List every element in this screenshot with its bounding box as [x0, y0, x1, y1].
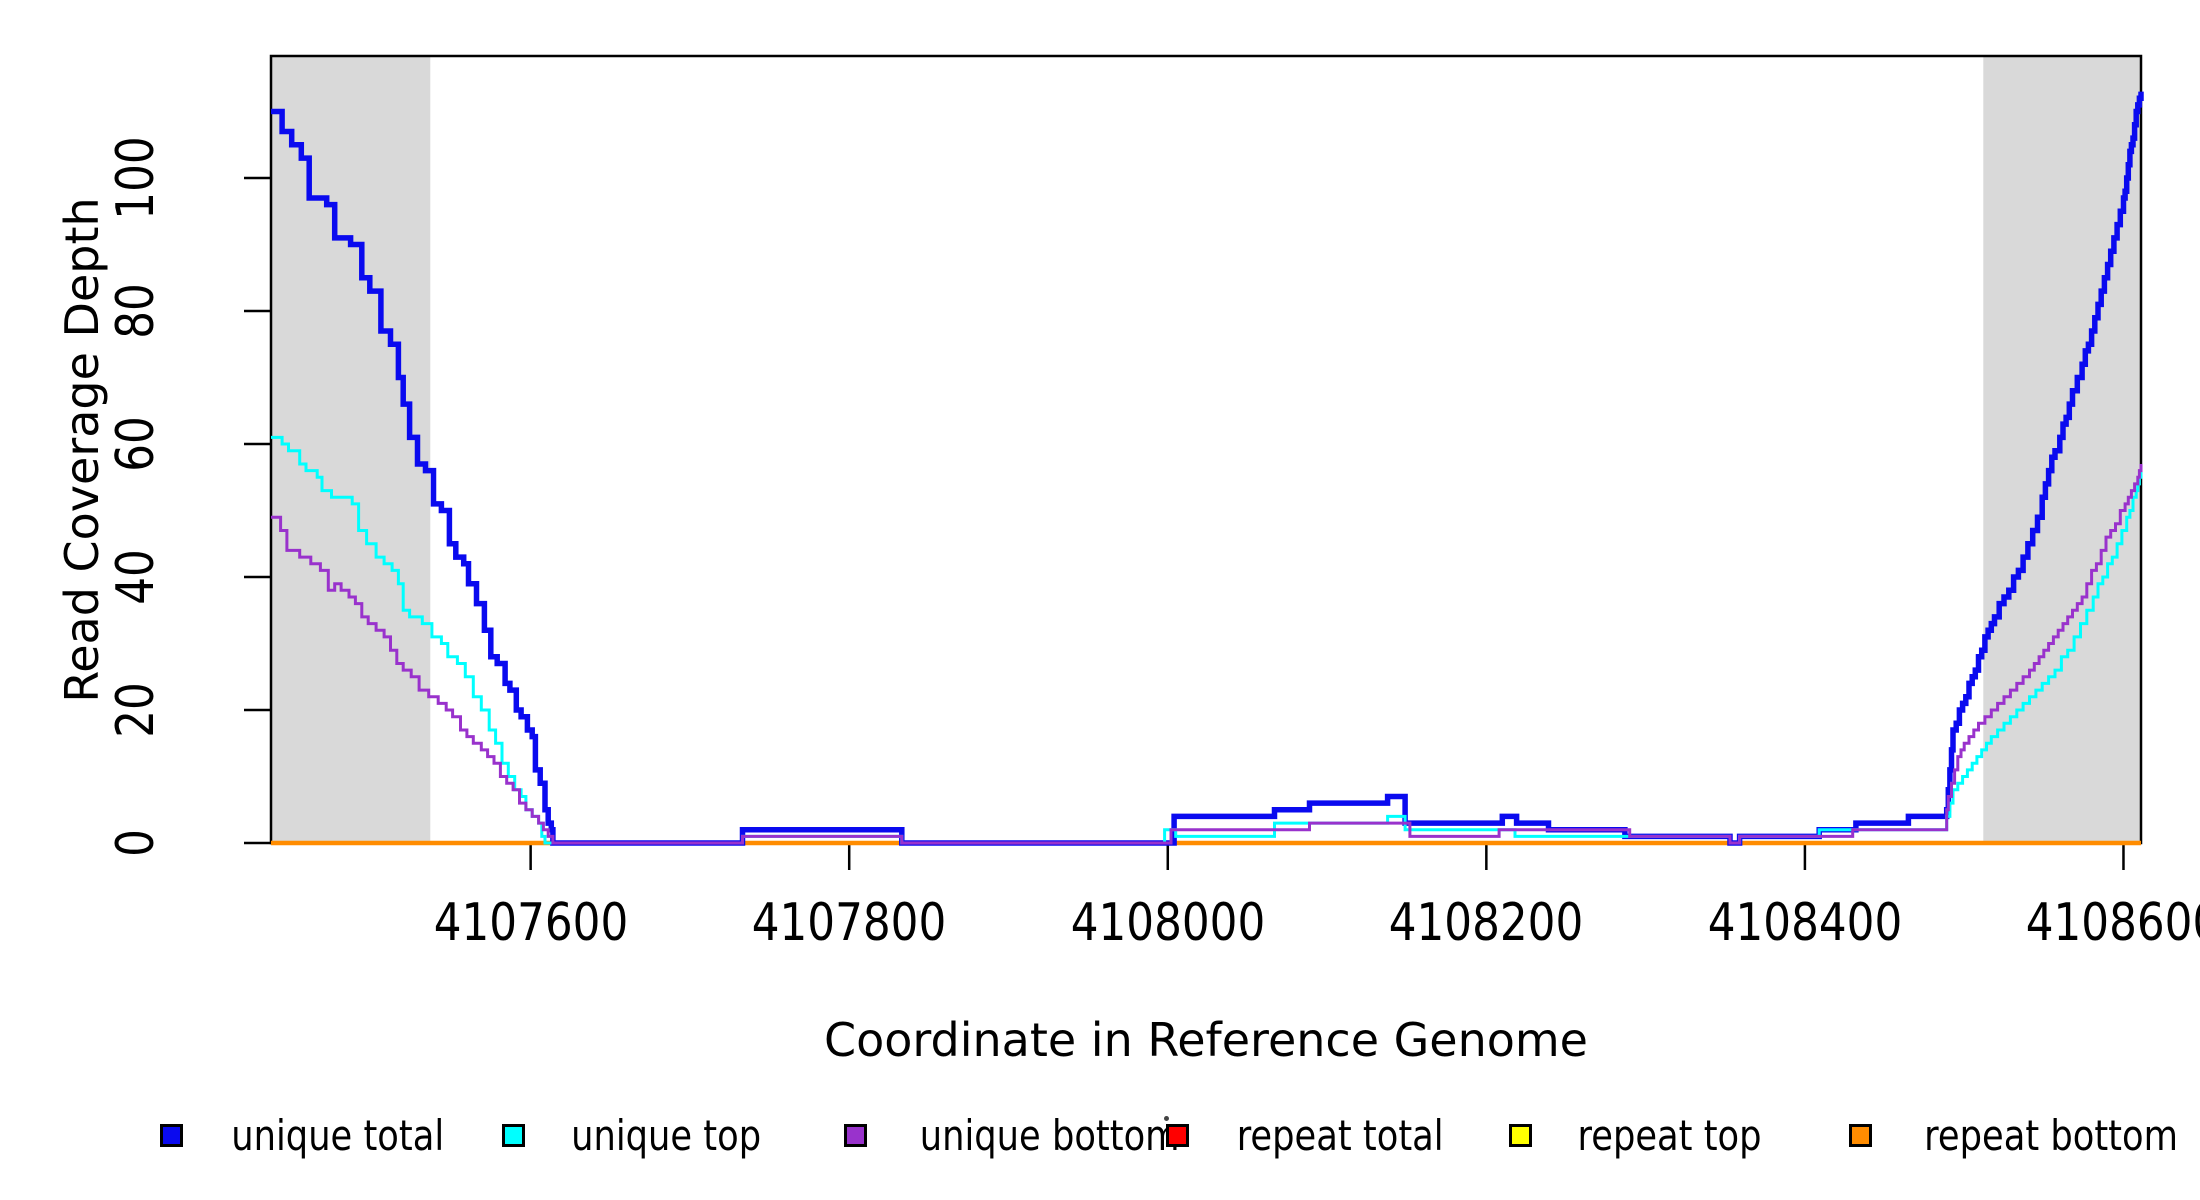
shaded-bands: [271, 56, 2141, 843]
axis-ticks: [244, 176, 2125, 870]
legend-label: repeat total: [1236, 1110, 1444, 1160]
legend-item-repeat-top: repeat top: [1509, 1111, 1779, 1160]
x-tick-label: 4108000: [1070, 893, 1266, 953]
y-tick-label: 60: [106, 416, 166, 472]
legend-item-unique-top: unique top: [502, 1111, 779, 1160]
legend-swatch: [502, 1123, 525, 1147]
series-lines: [271, 91, 2144, 846]
legend-item-repeat-bottom: repeat bottom: [1849, 1111, 2200, 1160]
y-tick-label: 20: [106, 682, 166, 738]
y-tick-label: 40: [106, 549, 166, 605]
x-axis-title: Coordinate in Reference Genome: [824, 1013, 1588, 1067]
legend-label: unique total: [231, 1110, 445, 1160]
y-tick-label: 80: [106, 283, 166, 339]
series-line-unique_bottom: [271, 464, 2143, 845]
y-axis-title: Read Coverage Depth: [55, 197, 109, 703]
x-tick-label: 4107800: [751, 893, 947, 953]
legend-swatch: [1166, 1123, 1189, 1147]
y-tick-label: 0: [106, 829, 166, 857]
plot-box: [269, 54, 2143, 845]
legend-item-unique-total: unique total: [160, 1111, 464, 1160]
legend-swatch: [1509, 1123, 1532, 1147]
x-tick-label: 4107600: [433, 893, 628, 953]
series-line-unique_top: [271, 435, 2143, 845]
series-line-unique_total: [271, 91, 2144, 846]
legend-label: repeat bottom: [1924, 1110, 2178, 1160]
legend-item-unique-bottom: unique bottom: [844, 1111, 1204, 1160]
stray-dot: [1164, 1116, 1169, 1121]
legend-swatch: [844, 1123, 867, 1147]
legend-label: unique top: [571, 1110, 762, 1160]
x-tick-label: 4108400: [1707, 893, 1903, 953]
legend-item-repeat-total: repeat total: [1166, 1111, 1463, 1160]
legend-swatch: [160, 1123, 183, 1147]
legend-label: unique bottom: [919, 1110, 1180, 1160]
y-tick-label: 100: [106, 136, 166, 220]
legend-swatch: [1849, 1123, 1872, 1147]
plot-border-box: [269, 54, 2143, 845]
legend-label: repeat top: [1577, 1110, 1762, 1160]
x-tick-label: 4108200: [1389, 893, 1584, 953]
